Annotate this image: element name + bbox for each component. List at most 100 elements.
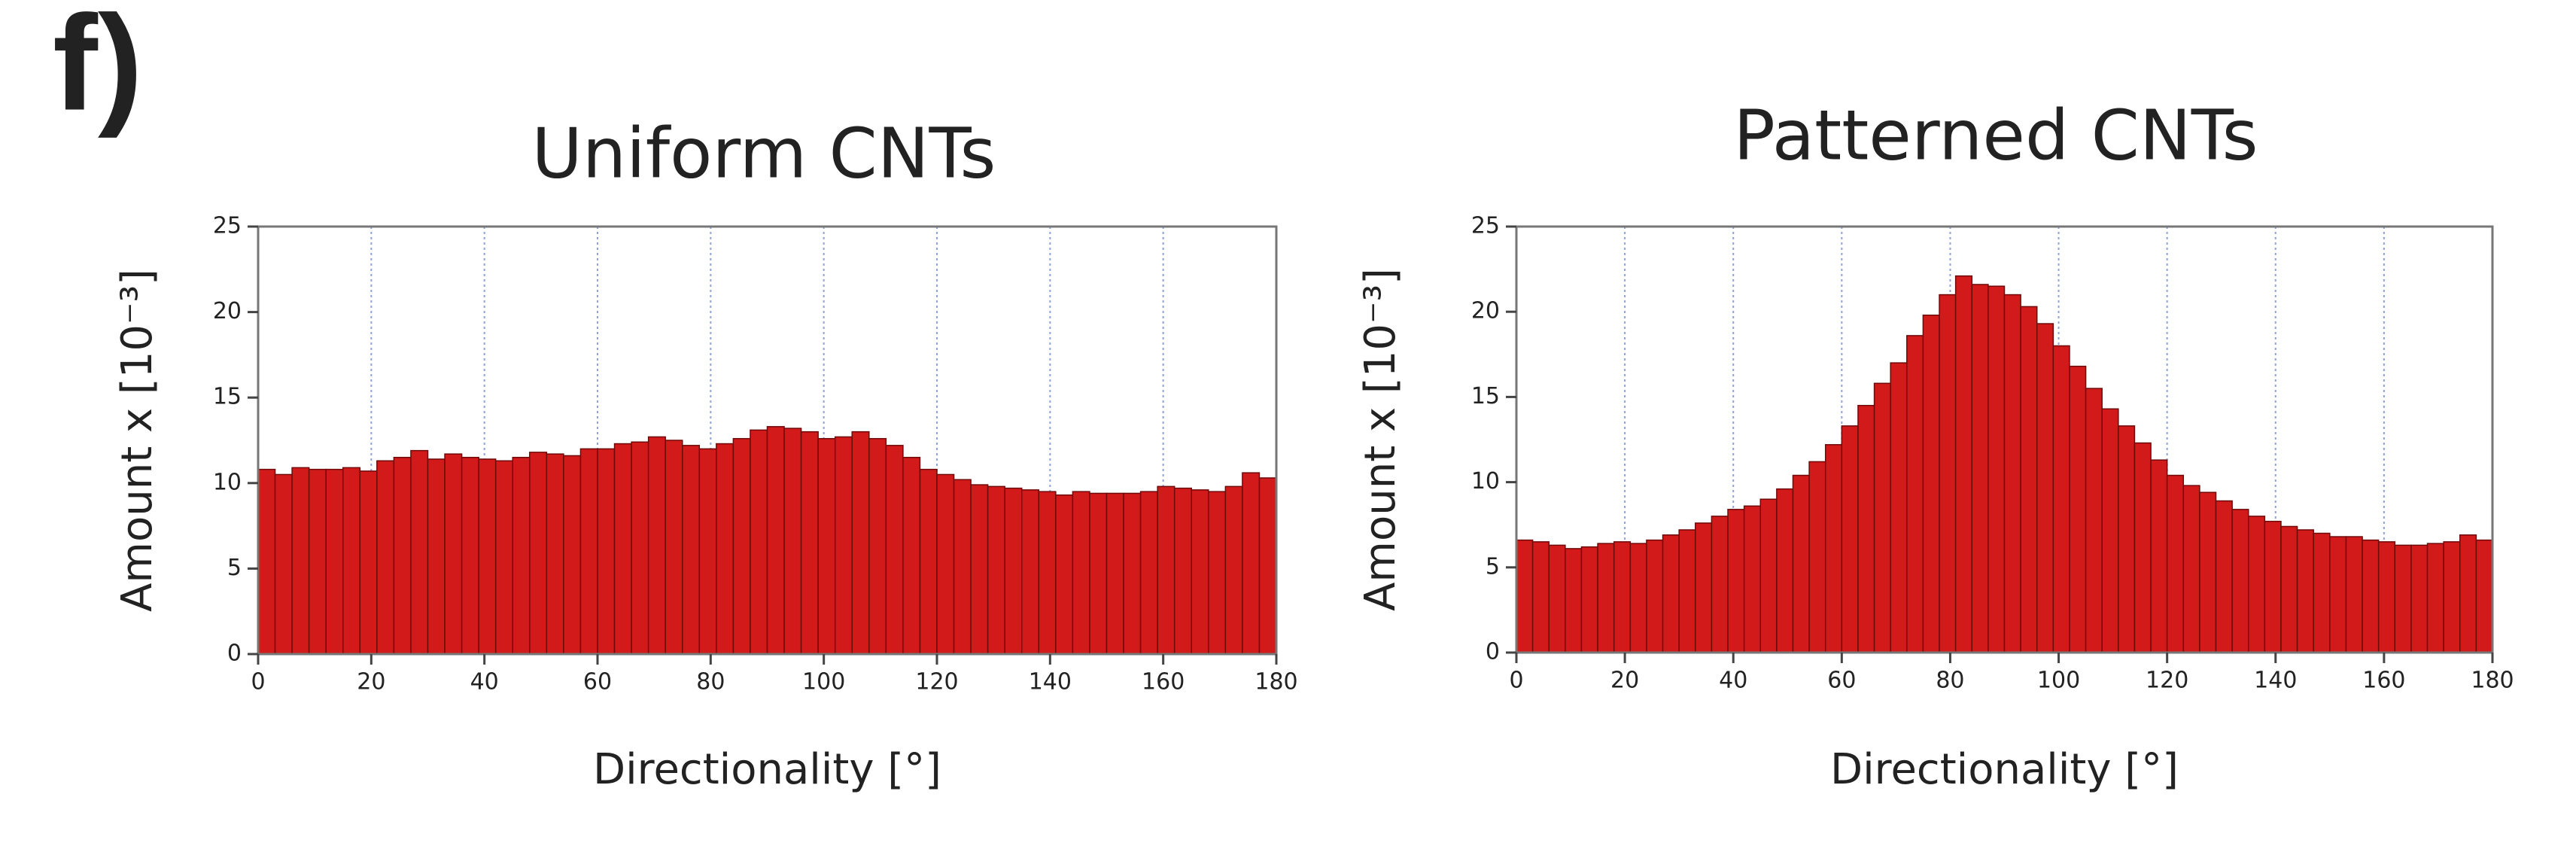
bar xyxy=(1224,485,1243,655)
bar xyxy=(1629,543,1647,653)
bar xyxy=(1089,492,1108,655)
bar xyxy=(2118,425,2136,653)
x-tick-label: 100 xyxy=(802,669,845,695)
bar xyxy=(1662,534,1680,653)
bar xyxy=(868,437,887,655)
bar xyxy=(698,448,717,655)
plot-frame xyxy=(1515,225,2494,654)
bar xyxy=(1808,461,1826,653)
bar xyxy=(987,485,1005,655)
x-tick-label: 40 xyxy=(470,669,499,695)
bar xyxy=(953,479,972,655)
bar xyxy=(2069,365,2087,653)
bar xyxy=(2264,520,2282,653)
bar xyxy=(1531,541,1550,653)
bar xyxy=(1516,539,1534,653)
x-tick-label: 80 xyxy=(1936,668,1964,694)
bar xyxy=(851,431,870,655)
x-tick-label: 20 xyxy=(357,669,385,695)
bar xyxy=(2231,509,2249,653)
y-tick-label: 15 xyxy=(1471,383,1500,409)
bar xyxy=(919,468,938,655)
bar xyxy=(359,470,378,655)
bar xyxy=(1695,522,1713,653)
bar xyxy=(1191,489,1209,655)
bar xyxy=(2101,408,2119,653)
bar xyxy=(2150,459,2168,653)
bar xyxy=(2166,474,2185,653)
bar xyxy=(1727,509,1745,653)
bar xyxy=(2459,534,2477,653)
bar xyxy=(1873,382,1891,653)
bar xyxy=(563,455,582,655)
bar xyxy=(393,456,412,655)
bar xyxy=(682,445,701,655)
bar xyxy=(2199,491,2217,653)
bar xyxy=(342,467,361,655)
bar xyxy=(410,449,429,655)
bar xyxy=(579,448,598,655)
bar xyxy=(1971,284,1989,653)
bar xyxy=(444,453,463,655)
x-tick-label: 80 xyxy=(696,669,725,695)
bar xyxy=(257,468,276,655)
bar xyxy=(716,443,734,655)
bar xyxy=(2085,388,2103,653)
bar xyxy=(1242,472,1261,655)
bar xyxy=(2052,345,2070,653)
bar xyxy=(834,436,853,655)
bar xyxy=(529,452,548,655)
bar xyxy=(1824,444,1843,653)
bar xyxy=(546,453,564,655)
x-axis-label: Directionality [°] xyxy=(593,745,941,794)
bar xyxy=(783,428,802,655)
bar xyxy=(1857,404,1875,653)
x-tick-label: 20 xyxy=(1610,668,1639,694)
bar xyxy=(1258,477,1277,655)
y-tick-label: 25 xyxy=(1471,213,1500,239)
bar xyxy=(478,458,497,655)
bar xyxy=(2036,323,2054,653)
bar xyxy=(1890,362,1908,653)
bar xyxy=(325,468,344,655)
bar xyxy=(2410,544,2428,653)
bar xyxy=(1988,285,2006,653)
y-tick-label: 25 xyxy=(213,213,242,239)
bar xyxy=(512,456,531,655)
bar xyxy=(2329,536,2347,653)
bar xyxy=(750,429,768,655)
bar xyxy=(274,473,293,655)
bar xyxy=(885,445,904,655)
bar xyxy=(1072,491,1090,655)
bar xyxy=(1939,294,1957,653)
y-tick-label: 5 xyxy=(1486,553,1500,580)
bar xyxy=(1906,335,1924,653)
bar xyxy=(1139,491,1158,655)
bar xyxy=(1565,548,1583,653)
y-tick-label: 5 xyxy=(227,555,242,581)
y-tick-label: 20 xyxy=(213,298,242,324)
bar xyxy=(2280,525,2298,653)
bar xyxy=(494,460,514,655)
bar xyxy=(665,440,683,655)
bar xyxy=(1597,543,1615,653)
y-tick-label: 10 xyxy=(213,469,242,495)
bar xyxy=(2362,539,2380,653)
plot-frame xyxy=(257,225,1278,656)
bar xyxy=(1173,487,1192,655)
y-axis-label: Amount x [10⁻³] xyxy=(1356,268,1405,611)
bar xyxy=(647,436,666,655)
x-tick-label: 140 xyxy=(1029,669,1072,695)
bar xyxy=(1759,498,1778,653)
bar xyxy=(1157,485,1175,655)
bar xyxy=(1646,539,1664,653)
bar xyxy=(2133,442,2152,653)
bar xyxy=(291,467,310,655)
bar xyxy=(376,460,395,655)
chart: Uniform CNTs 0 20 40 60 80 100 120 140 160 180 0 5 10… xyxy=(113,113,1297,794)
y-tick-label: 10 xyxy=(1471,468,1500,495)
bar xyxy=(1922,314,1940,653)
panel-label: f) xyxy=(53,0,143,139)
